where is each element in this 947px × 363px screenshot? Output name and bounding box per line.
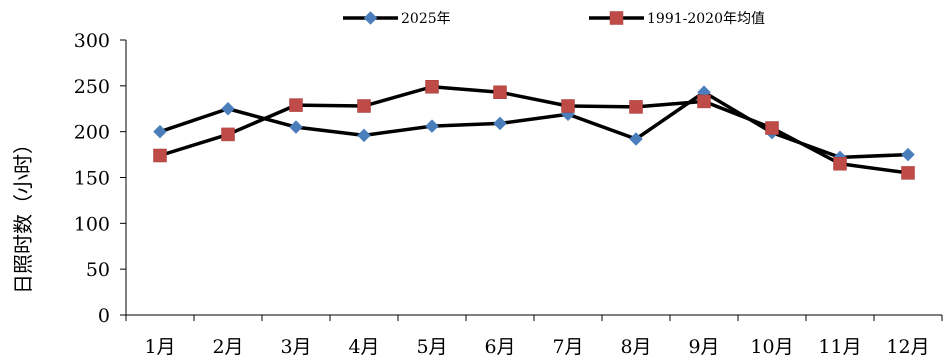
x-tick-label: 2月 [212,336,243,358]
y-tick-label: 150 [74,168,110,190]
x-tick-label: 4月 [348,336,379,358]
legend: 2025年 1991-2020年均值 [343,11,765,27]
plot-area [153,80,915,180]
legend-item: 2025年 [343,11,451,27]
square-marker [561,99,575,113]
square-marker [425,80,439,94]
y-tick-label: 100 [74,213,110,235]
legend-marker [363,11,378,25]
y-tick-label: 50 [86,259,110,281]
y-tick-label: 0 [98,305,110,327]
y-tick-label: 200 [74,122,110,144]
legend-label: 2025年 [401,11,451,27]
x-tick-label: 9月 [688,336,719,358]
x-tick-label: 7月 [552,336,583,358]
diamond-marker [901,147,915,162]
x-tick-label: 11月 [818,336,861,358]
y-tick-label: 250 [74,76,110,98]
y-axis-title: 日照时数（小时） [11,134,35,294]
diamond-marker [493,116,507,131]
square-marker [493,85,507,99]
square-marker [153,148,167,163]
x-tick-label: 10月 [750,336,793,358]
y-axis: 0 50 100 150 200 250 300 [74,30,126,327]
square-marker [629,100,643,114]
square-marker [833,157,847,171]
series-2 [153,80,915,180]
square-marker [221,127,235,142]
y-tick-label: 300 [74,30,110,52]
series-line [159,90,909,160]
diamond-marker [425,119,439,134]
diamond-marker [289,120,303,134]
x-tick-label: 1月 [144,336,175,358]
legend-label: 1991-2020年均值 [647,11,765,27]
square-marker [697,94,711,109]
diamond-marker [357,128,371,143]
legend-marker [609,11,624,25]
diamond-marker [221,101,235,116]
square-marker [765,121,779,135]
x-tick-label: 3月 [280,336,311,358]
x-tick-label: 6月 [484,336,515,358]
diamond-marker [629,132,643,146]
x-tick-label: 8月 [620,336,651,358]
square-marker [289,98,303,112]
x-tick-label: 12月 [886,336,929,358]
legend-item: 1991-2020年均值 [589,11,765,27]
x-tick-label: 5月 [416,336,447,358]
series-line [159,85,909,175]
series-1 [153,85,915,165]
square-marker [357,99,371,113]
diamond-marker [153,124,167,139]
square-marker [901,166,915,180]
x-axis: 1月 2月 3月 4月 5月 6月 7月 8月 9月 10月 11月 12月 [125,315,943,358]
